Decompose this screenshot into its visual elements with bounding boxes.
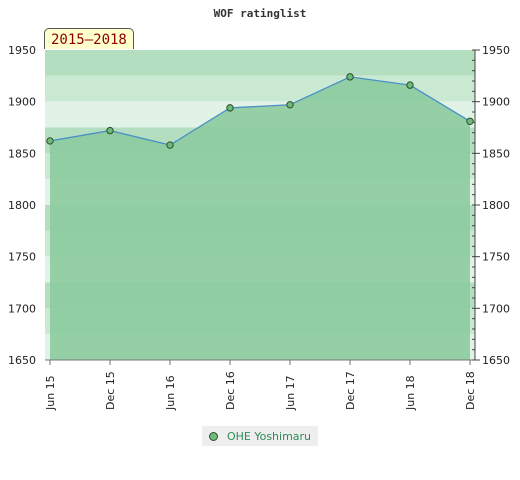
y-tick-label-right: 1850: [482, 147, 510, 160]
legend[interactable]: OHE Yoshimaru: [202, 426, 318, 446]
y-tick-label-left: 1650: [8, 354, 36, 367]
background-band: [45, 50, 475, 76]
data-points: [46, 73, 474, 149]
x-tick-label: Dec 17: [344, 371, 357, 410]
data-point-marker[interactable]: [466, 117, 474, 126]
legend-label: OHE Yoshimaru: [226, 429, 312, 443]
x-tick-label: Jun 17: [284, 375, 297, 411]
y-tick-label-right: 1950: [482, 44, 510, 57]
y-tick-label-left: 1950: [8, 44, 36, 57]
y-tick-label-right: 1900: [482, 96, 510, 109]
y-tick-label-left: 1850: [8, 147, 36, 160]
data-point-marker[interactable]: [406, 81, 414, 89]
x-tick-label: Jun 15: [44, 375, 57, 411]
x-tick-label: Jun 18: [404, 375, 417, 411]
legend-marker-icon: [208, 431, 218, 441]
date-range-badge: 2015–2018: [44, 28, 134, 49]
y-tick-label-right: 1800: [482, 199, 510, 212]
y-tick-label-right: 1750: [482, 251, 510, 264]
x-tick-label: Dec 18: [464, 371, 477, 410]
y-tick-label-left: 1900: [8, 96, 36, 109]
data-point-marker[interactable]: [226, 104, 234, 112]
x-tick-label: Jun 16: [164, 375, 177, 411]
data-point-marker[interactable]: [346, 73, 354, 81]
x-tick-label: Dec 16: [224, 371, 237, 410]
axes: 1650 1650 1700 1700 1750 1750 1800 1800 1850 1850…: [8, 44, 510, 411]
y-tick-label-right: 1700: [482, 302, 510, 315]
y-tick-label-left: 1750: [8, 251, 36, 264]
y-tick-label-right: 1650: [482, 354, 510, 367]
y-tick-label-left: 1700: [8, 302, 36, 315]
y-tick-label-left: 1800: [8, 199, 36, 212]
data-point-marker[interactable]: [106, 126, 114, 135]
chart-title: WOF ratinglist: [214, 7, 307, 20]
data-point-marker[interactable]: [46, 137, 54, 145]
data-point-marker[interactable]: [286, 101, 294, 109]
rating-line: [49, 76, 471, 146]
x-tick-label: Dec 15: [104, 371, 117, 410]
rating-area: [50, 76, 470, 360]
data-point-marker[interactable]: [166, 141, 174, 149]
